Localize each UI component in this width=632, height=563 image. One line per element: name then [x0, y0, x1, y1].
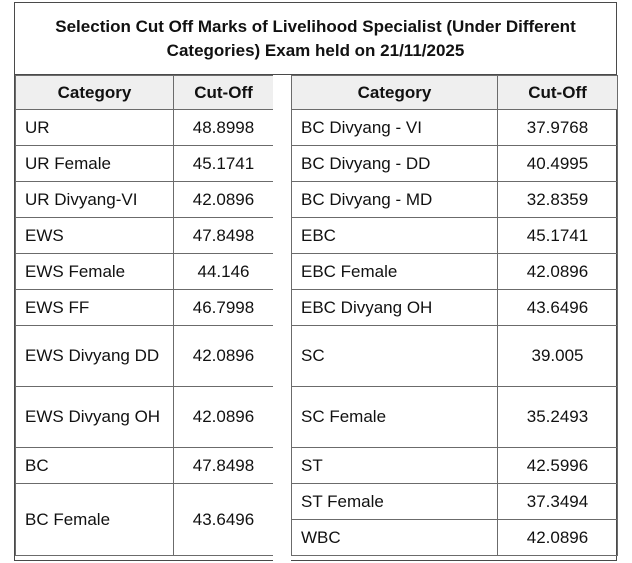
- cutoff-cell: 43.6496: [173, 483, 274, 556]
- table-row: EWS FF 46.7998: [15, 289, 274, 326]
- cutoff-cell: 42.0896: [497, 253, 618, 290]
- left-cutoff-table: Category Cut-Off UR 48.8998 UR Female 45…: [15, 75, 274, 556]
- category-cell: BC: [15, 447, 174, 484]
- category-cell: WBC: [291, 519, 498, 556]
- cutoff-cell: 37.3494: [497, 483, 618, 520]
- table-row: UR Female 45.1741: [15, 145, 274, 182]
- cutoff-cell: 32.8359: [497, 181, 618, 218]
- table-row: EWS Divyang DD 42.0896: [15, 325, 274, 387]
- table-row: ST 42.5996: [291, 447, 618, 484]
- cutoff-cell: 45.1741: [497, 217, 618, 254]
- category-cell: EWS Divyang OH: [15, 386, 174, 448]
- cutoff-cell: 42.0896: [173, 181, 274, 218]
- table-row: EBC Divyang OH 43.6496: [291, 289, 618, 326]
- cutoff-cell: 39.005: [497, 325, 618, 387]
- cutoff-cell: 46.7998: [173, 289, 274, 326]
- category-cell: EWS FF: [15, 289, 174, 326]
- table-row: EWS Female 44.146: [15, 253, 274, 290]
- table-row: EBC 45.1741: [291, 217, 618, 254]
- page-title: Selection Cut Off Marks of Livelihood Sp…: [15, 3, 616, 75]
- table-row: BC 47.8498: [15, 447, 274, 484]
- table-row: SC Female 35.2493: [291, 386, 618, 448]
- title-line-1: Selection Cut Off Marks of Livelihood Sp…: [55, 16, 576, 36]
- table-row: EWS 47.8498: [15, 217, 274, 254]
- cutoff-document: Selection Cut Off Marks of Livelihood Sp…: [14, 2, 618, 561]
- table-row: UR 48.8998: [15, 109, 274, 146]
- category-cell: EBC: [291, 217, 498, 254]
- cutoff-cell: 47.8498: [173, 447, 274, 484]
- table-header-row: Category Cut-Off: [291, 75, 618, 110]
- column-gap: [273, 75, 291, 561]
- category-cell: EBC Female: [291, 253, 498, 290]
- cutoff-cell: 43.6496: [497, 289, 618, 326]
- category-cell: UR Divyang-VI: [15, 181, 174, 218]
- cutoff-header: Cut-Off: [497, 75, 618, 110]
- cutoff-cell: 45.1741: [173, 145, 274, 182]
- table-row: EWS Divyang OH 42.0896: [15, 386, 274, 448]
- cutoff-header: Cut-Off: [173, 75, 274, 110]
- cutoff-cell: 42.0896: [497, 519, 618, 556]
- table-row: WBC 42.0896: [291, 519, 618, 556]
- category-cell: EWS Female: [15, 253, 174, 290]
- table-row: SC 39.005: [291, 325, 618, 387]
- table-row: ST Female 37.3494: [291, 483, 618, 520]
- cutoff-cell: 40.4995: [497, 145, 618, 182]
- cutoff-cell: 37.9768: [497, 109, 618, 146]
- table-row: BC Divyang - VI 37.9768: [291, 109, 618, 146]
- category-cell: EBC Divyang OH: [291, 289, 498, 326]
- cutoff-cell: 48.8998: [173, 109, 274, 146]
- cutoff-cell: 42.5996: [497, 447, 618, 484]
- category-cell: BC Divyang - MD: [291, 181, 498, 218]
- category-cell: UR: [15, 109, 174, 146]
- category-cell: EWS: [15, 217, 174, 254]
- table-row: UR Divyang-VI 42.0896: [15, 181, 274, 218]
- category-cell: BC Female: [15, 483, 174, 556]
- table-row: BC Divyang - DD 40.4995: [291, 145, 618, 182]
- cutoff-cell: 47.8498: [173, 217, 274, 254]
- category-cell: ST Female: [291, 483, 498, 520]
- cutoff-cell: 42.0896: [173, 325, 274, 387]
- title-line-2: Categories) Exam held on 21/11/2025: [166, 40, 465, 60]
- cutoff-cell: 42.0896: [173, 386, 274, 448]
- right-cutoff-table: Category Cut-Off BC Divyang - VI 37.9768…: [291, 75, 618, 556]
- category-cell: EWS Divyang DD: [15, 325, 174, 387]
- table-row: BC Female 43.6496: [15, 483, 274, 556]
- category-cell: UR Female: [15, 145, 174, 182]
- category-cell: ST: [291, 447, 498, 484]
- category-cell: SC: [291, 325, 498, 387]
- category-cell: BC Divyang - DD: [291, 145, 498, 182]
- category-cell: BC Divyang - VI: [291, 109, 498, 146]
- cutoff-cell: 35.2493: [497, 386, 618, 448]
- category-header: Category: [15, 75, 174, 110]
- cutoff-cell: 44.146: [173, 253, 274, 290]
- table-header-row: Category Cut-Off: [15, 75, 274, 110]
- table-row: BC Divyang - MD 32.8359: [291, 181, 618, 218]
- table-row: EBC Female 42.0896: [291, 253, 618, 290]
- category-cell: SC Female: [291, 386, 498, 448]
- category-header: Category: [291, 75, 498, 110]
